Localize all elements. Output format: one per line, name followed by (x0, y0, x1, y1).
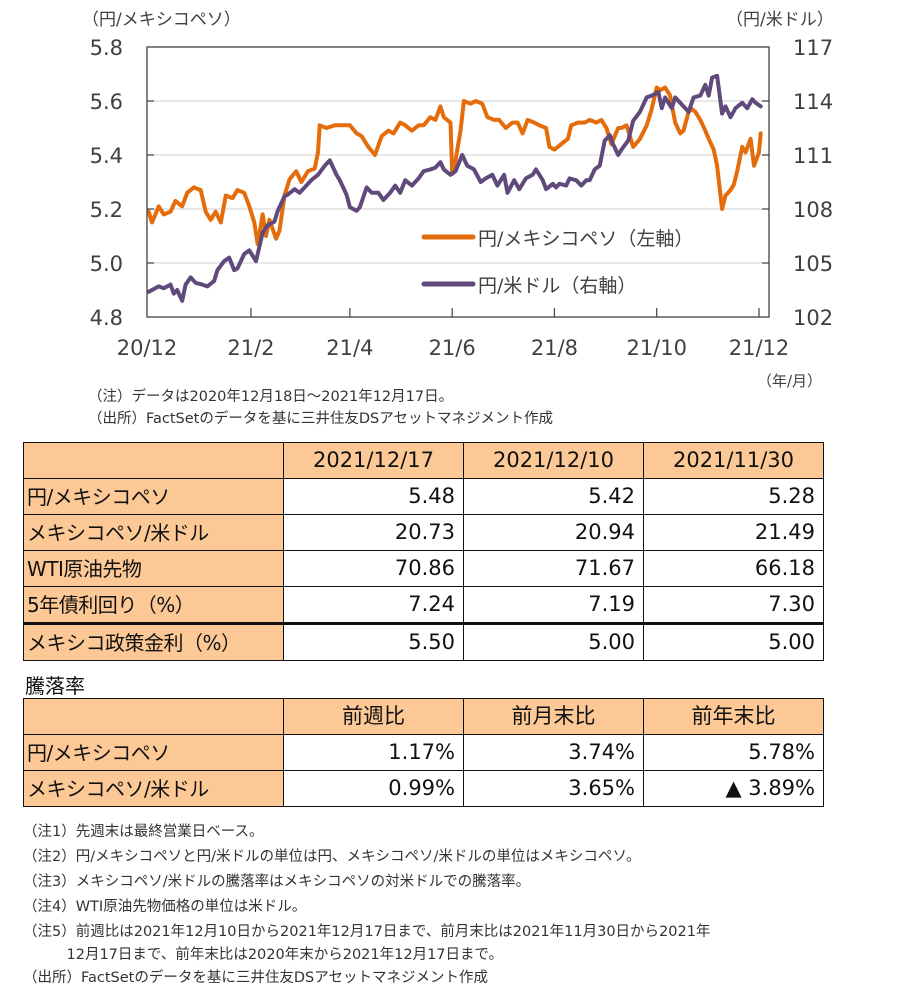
row-label: メキシコペソ/米ドル (23, 770, 284, 807)
y-left-tick-label: 5.0 (90, 252, 123, 276)
cell-value: 7.30 (643, 586, 824, 624)
change-rate-title: 騰落率 (25, 674, 85, 698)
header-date: 2021/12/10 (463, 442, 644, 479)
y-left-tick-label: 4.8 (90, 306, 123, 330)
row-label: 5年債利回り（%） (23, 586, 284, 624)
x-tick-label: 21/2 (227, 336, 274, 360)
footnote-source: （出所）FactSetのデータを基に三井住友DSアセットマネジメント作成 (23, 970, 488, 986)
header-date: 2021/12/17 (283, 442, 464, 479)
row-label: 円/メキシコペソ (23, 734, 284, 771)
y-axis-left-title: （円/メキシコペソ） (82, 10, 241, 30)
footnote: 12月17日まで、前年末比は2020年末から2021年12月17日まで。 (23, 947, 503, 963)
table-row: WTI原油先物 70.86 71.67 66.18 (23, 550, 824, 587)
footnote: （注2）円/メキシコペソと円/米ドルの単位は円、メキシコペソ/米ドルの単位はメキ… (23, 849, 641, 865)
plot-frame (146, 46, 770, 318)
series-layer (146, 73, 763, 303)
row-label: 円/メキシコペソ (23, 478, 284, 515)
cell-value: 5.50 (283, 622, 464, 661)
cell-value: 5.42 (463, 478, 644, 515)
row-label: メキシコペソ/米ドル (23, 514, 284, 551)
x-tick-label: 21/10 (626, 336, 687, 360)
footnote: （注5）前週比は2021年12月10日から2021年12月17日まで、前月末比は… (23, 924, 711, 940)
cell-value: 66.18 (643, 550, 824, 587)
series-line-jpy-mxn (146, 85, 763, 247)
cell-value: 71.67 (463, 550, 644, 587)
series-line-jpy-usd (146, 73, 763, 303)
row-label: WTI原油先物 (23, 550, 284, 587)
table-row: メキシコペソ/米ドル 0.99% 3.65% ▲ 3.89% (23, 770, 824, 807)
y-left-tick-label: 5.2 (90, 198, 123, 222)
y-right-tick-label: 111 (793, 144, 833, 168)
table-header-row: 2021/12/17 2021/12/10 2021/11/30 (23, 442, 824, 479)
chart-source: （出所）FactSetのデータを基に三井住友DSアセットマネジメント作成 (88, 411, 553, 427)
x-tick-label: 21/12 (729, 336, 790, 360)
table-row: 円/メキシコペソ 1.17% 3.74% 5.78% (23, 734, 824, 771)
row-label: メキシコ政策金利（%） (23, 622, 284, 661)
header-blank (23, 442, 284, 479)
y-axis-left: 4.8 5.0 5.2 5.4 5.6 5.8 (90, 36, 154, 330)
header-blank (23, 698, 284, 735)
x-axis-unit: （年/月） (757, 372, 822, 390)
cell-value: 3.65% (463, 770, 644, 807)
footnote: （注3）メキシコペソ/米ドルの騰落率はメキシコペソの対米ドルでの騰落率。 (23, 874, 531, 890)
footnote: （注1）先週末は最終営業日ベース。 (23, 824, 264, 840)
x-tick-label: 21/6 (429, 336, 476, 360)
y-right-tick-label: 117 (793, 36, 833, 60)
y-left-tick-label: 5.8 (90, 36, 123, 60)
cell-value: 5.48 (283, 478, 464, 515)
cell-value: 5.00 (463, 622, 644, 661)
header-date: 2021/11/30 (643, 442, 824, 479)
y-axis-right: 102 105 108 111 114 117 (762, 36, 833, 330)
cell-value: ▲ 3.89% (643, 770, 824, 807)
x-tick-label: 21/4 (326, 336, 373, 360)
y-right-tick-label: 102 (793, 306, 833, 330)
fx-line-chart: 20/12 21/2 21/4 21/6 21/8 21/10 21/12 4.8 5.0 5.… (82, 10, 834, 390)
legend-label-usd: 円/米ドル（右軸） (478, 275, 636, 297)
cell-value: 21.49 (643, 514, 824, 551)
y-right-tick-label: 108 (793, 198, 833, 222)
chart-note: （注）データは2020年12月18日～2021年12月17日。 (88, 389, 454, 405)
header-period: 前週比 (283, 698, 464, 735)
table-header-row: 前週比 前月末比 前年末比 (23, 698, 824, 735)
header-period: 前月末比 (463, 698, 644, 735)
cell-value: 3.74% (463, 734, 644, 771)
cell-value: 0.99% (283, 770, 464, 807)
x-axis: 20/12 21/2 21/4 21/6 21/8 21/10 21/12 (117, 308, 790, 360)
cell-value: 70.86 (283, 550, 464, 587)
change-rate-table: 前週比 前月末比 前年末比 円/メキシコペソ 1.17% 3.74% 5.78%… (23, 698, 824, 807)
cell-value: 20.73 (283, 514, 464, 551)
cell-value: 1.17% (283, 734, 464, 771)
header-period: 前年末比 (643, 698, 824, 735)
x-tick-label: 20/12 (117, 336, 178, 360)
cell-value: 5.00 (643, 622, 824, 661)
cell-value: 20.94 (463, 514, 644, 551)
y-right-tick-label: 105 (793, 252, 833, 276)
cell-value: 5.28 (643, 478, 824, 515)
legend: 円/メキシコペソ（左軸） 円/米ドル（右軸） (421, 228, 693, 297)
cell-value: 7.19 (463, 586, 644, 624)
table-row: メキシコ政策金利（%） 5.50 5.00 5.00 (23, 622, 824, 661)
y-left-tick-label: 5.6 (90, 90, 123, 114)
y-axis-right-title: （円/米ドル） (726, 10, 834, 30)
table-row: 5年債利回り（%） 7.24 7.19 7.30 (23, 586, 824, 624)
y-left-tick-label: 5.4 (90, 144, 123, 168)
cell-value: 7.24 (283, 586, 464, 624)
footnote: （注4）WTI原油先物価格の単位は米ドル。 (23, 899, 307, 915)
y-right-tick-label: 114 (793, 90, 833, 114)
table-row: 円/メキシコペソ 5.48 5.42 5.28 (23, 478, 824, 515)
market-table: 2021/12/17 2021/12/10 2021/11/30 円/メキシコペ… (23, 442, 824, 661)
legend-label-mxn: 円/メキシコペソ（左軸） (478, 228, 693, 250)
x-tick-label: 21/8 (531, 336, 578, 360)
table-row: メキシコペソ/米ドル 20.73 20.94 21.49 (23, 514, 824, 551)
cell-value: 5.78% (643, 734, 824, 771)
